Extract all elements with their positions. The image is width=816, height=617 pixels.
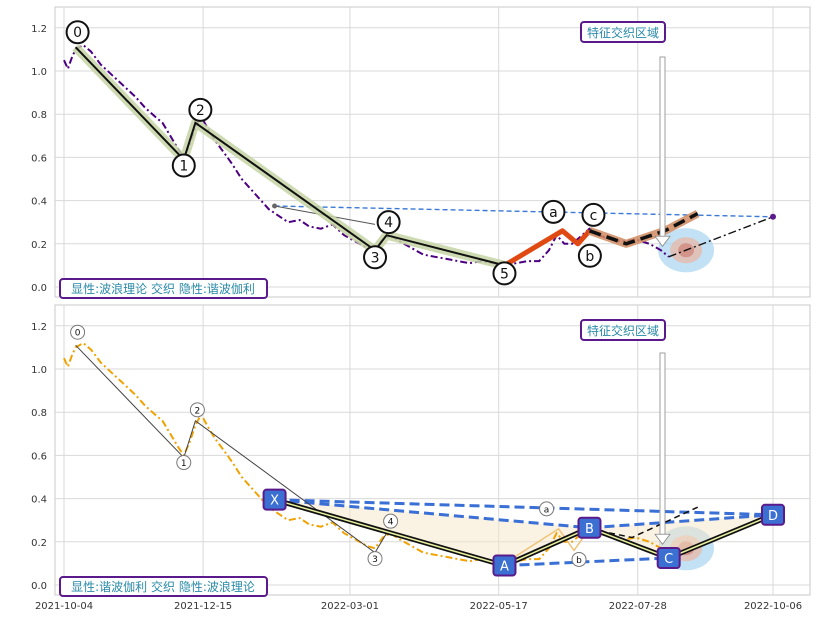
wave-label: a: [544, 505, 550, 515]
wave-label: 0: [73, 25, 82, 41]
x-tick-label: 2022-05-17: [470, 601, 528, 612]
y-tick-label: 0.0: [31, 283, 47, 294]
arrow-head: [654, 235, 671, 247]
reference-line: [274, 205, 774, 218]
y-tick-label: 1.2: [31, 24, 47, 35]
forecast-path: [588, 212, 699, 246]
wave-label: 0: [75, 329, 81, 339]
legend-box: 显性:波浪理论 交织 隐性:谐波伽利: [59, 278, 268, 299]
harmonic-label-box: [577, 516, 602, 539]
x-tick-label: 2022-10-06: [744, 601, 802, 612]
annotation-frame: [580, 319, 666, 341]
harmonic-label-box: [656, 547, 681, 569]
y-tick-label: 0.6: [31, 451, 47, 462]
wave-label-circle: [65, 20, 90, 45]
harmonic-label: A: [500, 560, 509, 575]
harmonic-dashed-link: [589, 513, 774, 530]
x-tick-label: 2022-07-28: [609, 601, 667, 612]
wave-label: 5: [500, 266, 509, 282]
wave-label: 3: [371, 250, 380, 266]
wave-label-circle: [70, 324, 86, 340]
annotation-text: 特征交织区域: [587, 25, 659, 40]
wave-label-circle: [189, 402, 205, 418]
x-tick-label: 2022-03-01: [321, 601, 379, 612]
wave-label-circle: [188, 97, 213, 122]
wave-label-circle: [376, 210, 401, 235]
wave-label: c: [590, 208, 598, 224]
y-tick-label: 0.4: [31, 495, 47, 506]
start-point-marker: [272, 203, 278, 209]
y-tick-label: 0.2: [31, 240, 47, 251]
y-tick-label: 1.2: [31, 322, 47, 333]
wave-label-circle: [539, 501, 555, 517]
annotation-box: 特征交织区域: [580, 21, 666, 43]
wave-label-circle: [367, 551, 383, 567]
y-tick-label: 0.6: [31, 153, 47, 164]
harmonic-label: B: [585, 522, 594, 537]
harmonic-fill: [274, 499, 590, 566]
y-tick-label: 0.4: [31, 197, 47, 208]
y-tick-label: 0.8: [31, 408, 47, 419]
end-point-marker: [770, 213, 776, 220]
wave-label: 2: [195, 406, 201, 416]
wave-label-circle: [581, 202, 606, 227]
wave-label: 4: [384, 215, 393, 231]
panel-bottom: 0.0 0.2 0.4 0.6 0.8 1.0 1.2 2021-10-04 2021-12-1…: [31, 304, 811, 612]
arrow-shaft: [659, 352, 666, 535]
x-tick-label: 2021-12-15: [174, 601, 232, 612]
wave-label-circle: [541, 199, 566, 224]
legend-box: 显性:谐波伽利 交织 隐性:波浪理论: [59, 576, 268, 597]
annotation-text: 特征交织区域: [587, 323, 659, 338]
harmonic-label-box: [492, 554, 517, 577]
wave-label: b: [576, 556, 582, 566]
y-tick-label: 1.0: [31, 365, 47, 376]
legend-frame: [59, 576, 268, 597]
arrow-shaft: [659, 56, 666, 237]
wave-label: 1: [179, 159, 188, 175]
legend-text: 显性:谐波伽利 交织 隐性:波浪理论: [71, 579, 255, 594]
price-series: [63, 341, 670, 565]
arrow-head: [654, 533, 671, 545]
corrective-wave-line: [503, 228, 592, 268]
harmonic-label: X: [270, 494, 279, 509]
wave-label: 2: [196, 103, 205, 119]
harmonic-dashed-link: [504, 556, 669, 568]
annotation-box: 特征交织区域: [580, 319, 666, 341]
y-tick-label: 1.0: [31, 67, 47, 78]
y-tick-label: 0.0: [31, 581, 47, 592]
elliott-wave-line: [74, 46, 505, 267]
wave-label-circle: [492, 261, 517, 286]
harmonic-label-box: [761, 503, 785, 526]
harmonic-label: D: [768, 509, 778, 524]
legend-frame: [59, 278, 268, 299]
reference-line: [668, 216, 774, 258]
harmonic-label: C: [664, 552, 673, 567]
wave-label: 1: [181, 459, 187, 469]
harmonic-label-box: [262, 488, 287, 511]
wave-label-circle: [176, 455, 192, 471]
wave-label-circle: [363, 245, 388, 270]
wave-label: b: [585, 249, 594, 265]
x-tick-label: 2021-10-04: [35, 601, 93, 612]
wave-label: 4: [388, 518, 394, 528]
y-tick-label: 0.2: [31, 538, 47, 549]
wave-label-circle: [171, 153, 196, 178]
wave-label: a: [549, 205, 558, 221]
wave-label: 3: [372, 555, 378, 565]
annotation-frame: [580, 21, 666, 43]
harmonic-dashed-link: [274, 498, 774, 517]
harmonic-dashed-link: [274, 498, 590, 530]
y-tick-label: 0.8: [31, 110, 47, 121]
wave-label-circle: [571, 551, 587, 567]
wave-label-circle: [383, 513, 399, 529]
wave-label-circle: [577, 243, 602, 268]
legend-text: 显性:波浪理论 交织 隐性:谐波伽利: [71, 281, 255, 296]
